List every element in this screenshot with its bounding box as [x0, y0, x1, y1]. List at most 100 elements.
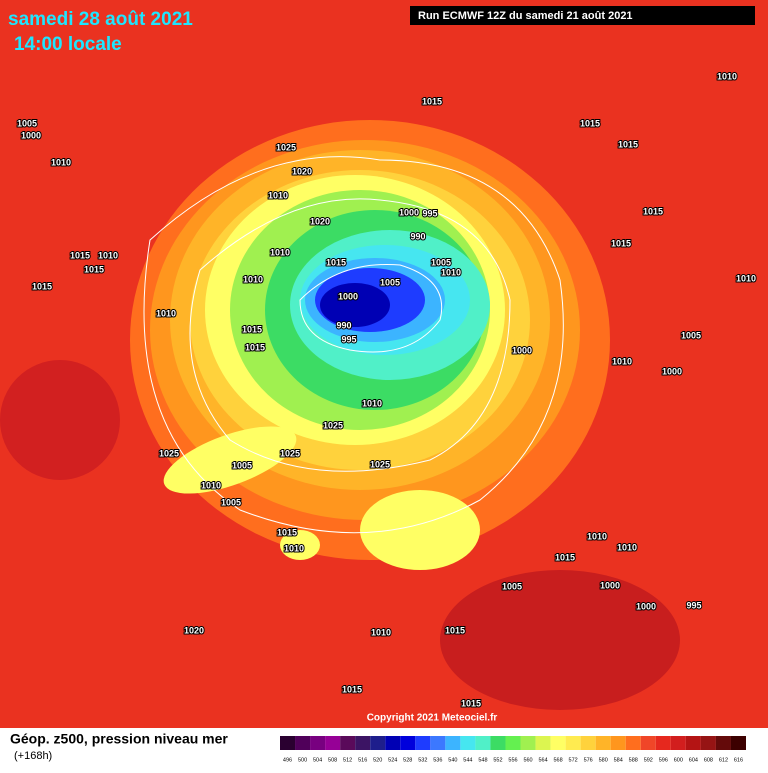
scale-swatch [325, 736, 341, 750]
pressure-label: 1015 [580, 118, 600, 128]
valid-date: samedi 28 août 2021 [8, 9, 193, 30]
product-title: Géop. z500, pression niveau mer [10, 731, 228, 747]
run-box [410, 6, 755, 25]
pressure-label: 1010 [156, 308, 176, 318]
scale-swatch [640, 736, 656, 750]
scale-swatch [475, 736, 491, 750]
scale-swatch [625, 736, 641, 750]
scale-label: 600 [674, 757, 683, 763]
pressure-label: 1015 [84, 264, 104, 274]
pressure-label: 1005 [380, 277, 400, 287]
pressure-label: 1010 [371, 627, 391, 637]
scale-label: 608 [704, 757, 713, 763]
pressure-label: 1005 [431, 257, 451, 267]
pressure-label: 1000 [21, 130, 41, 140]
pressure-label: 1015 [342, 684, 362, 694]
scale-label: 532 [418, 757, 427, 763]
pressure-label: 1010 [617, 542, 637, 552]
pressure-label: 1025 [323, 420, 343, 430]
scale-label: 544 [463, 757, 472, 763]
scale-swatch [610, 736, 626, 750]
pressure-label: 1010 [98, 250, 118, 260]
scale-swatch [730, 736, 746, 750]
pressure-label: 1005 [17, 118, 37, 128]
pressure-label: 1005 [221, 497, 241, 507]
pressure-label: 1025 [276, 142, 296, 152]
scale-label: 560 [523, 757, 532, 763]
scale-swatch [715, 736, 731, 750]
scale-label: 616 [734, 757, 743, 763]
scale-label: 588 [629, 757, 638, 763]
scale-swatch [400, 736, 416, 750]
scale-label: 504 [313, 757, 322, 763]
scale-swatch [565, 736, 581, 750]
scale-swatch [385, 736, 401, 750]
pressure-label: 1005 [232, 460, 252, 470]
run-info: Run ECMWF 12Z du samedi 21 août 2021 [418, 10, 633, 22]
scale-label: 536 [433, 757, 442, 763]
pressure-label: 1010 [243, 274, 263, 284]
scale-swatch [520, 736, 536, 750]
pressure-label: 1000 [338, 291, 358, 301]
geopotential-field [0, 120, 680, 710]
pressure-label: 1010 [362, 398, 382, 408]
scale-swatch [415, 736, 431, 750]
pressure-label: 1015 [242, 324, 262, 334]
scale-label: 584 [614, 757, 623, 763]
pressure-label: 1010 [51, 157, 71, 167]
scale-swatch [490, 736, 506, 750]
scale-label: 524 [388, 757, 397, 763]
color-scale: 496 500 504 508 512 516 520 524 528 532 536 540 544 5… [280, 736, 746, 763]
scale-label: 612 [719, 757, 728, 763]
scale-label: 528 [403, 757, 412, 763]
pressure-label: 1010 [201, 480, 221, 490]
pressure-label: 990 [410, 231, 425, 241]
pressure-label: 1005 [502, 581, 522, 591]
scale-swatch [370, 736, 386, 750]
scale-label: 540 [448, 757, 457, 763]
pressure-label: 1025 [280, 448, 300, 458]
scale-label: 508 [328, 757, 337, 763]
scale-swatch [295, 736, 311, 750]
scale-swatch [700, 736, 716, 750]
pressure-label: 1015 [611, 238, 631, 248]
pressure-label: 1000 [636, 601, 656, 611]
scale-label: 552 [493, 757, 502, 763]
pressure-label: 1015 [277, 527, 297, 537]
scale-swatch [340, 736, 356, 750]
pressure-label: 1015 [326, 257, 346, 267]
pressure-label: 1015 [32, 281, 52, 291]
scale-swatch [280, 736, 296, 750]
pressure-label: 1020 [310, 216, 330, 226]
pressure-label: 1015 [461, 698, 481, 708]
pressure-label: 1010 [441, 267, 461, 277]
scale-label: 572 [569, 757, 578, 763]
scale-swatch [460, 736, 476, 750]
scale-label: 520 [373, 757, 382, 763]
pressure-label: 1000 [512, 345, 532, 355]
scale-label: 512 [343, 757, 352, 763]
scale-swatch [535, 736, 551, 750]
pressure-label: 1000 [600, 580, 620, 590]
scale-label: 500 [298, 757, 307, 763]
pressure-label: 995 [686, 600, 701, 610]
scale-swatch [550, 736, 566, 750]
scale-swatch [580, 736, 596, 750]
scale-label: 596 [659, 757, 668, 763]
scale-swatch [430, 736, 446, 750]
pressure-label: 995 [422, 208, 437, 218]
scale-label: 548 [478, 757, 487, 763]
copyright: Copyright 2021 Meteociel.fr [367, 713, 498, 724]
scale-swatch [595, 736, 611, 750]
scale-swatch [505, 736, 521, 750]
pressure-label: 1015 [555, 552, 575, 562]
pressure-label: 1010 [587, 531, 607, 541]
pressure-label: 1015 [422, 96, 442, 106]
pressure-label: 1005 [681, 330, 701, 340]
pressure-label: 1010 [270, 247, 290, 257]
scale-swatch [355, 736, 371, 750]
pressure-label: 1020 [292, 166, 312, 176]
scale-swatch [445, 736, 461, 750]
scale-swatch [670, 736, 686, 750]
